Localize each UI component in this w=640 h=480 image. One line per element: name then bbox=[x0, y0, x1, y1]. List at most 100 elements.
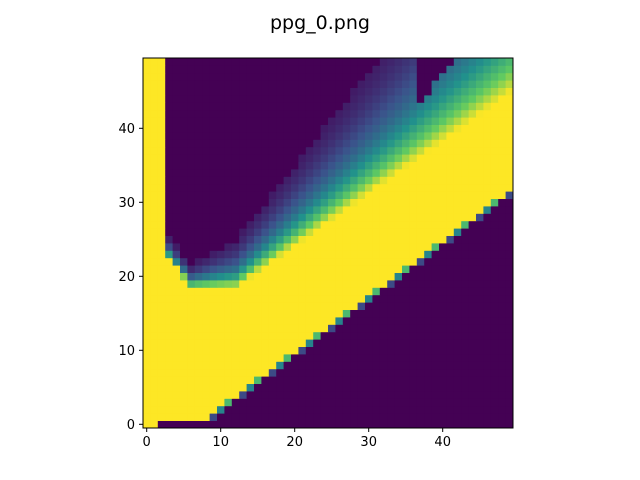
heatmap-cell bbox=[239, 361, 247, 370]
heatmap-cell bbox=[172, 265, 181, 273]
heatmap-cell bbox=[372, 413, 381, 421]
heatmap-cell bbox=[490, 139, 499, 148]
heatmap-cell bbox=[439, 87, 447, 96]
heatmap-cell bbox=[157, 176, 166, 185]
heatmap-cell bbox=[394, 102, 403, 111]
heatmap-cell bbox=[320, 58, 329, 66]
heatmap-cell bbox=[172, 58, 181, 66]
heatmap-cell bbox=[342, 161, 351, 170]
heatmap-cell bbox=[276, 139, 284, 148]
heatmap-cell bbox=[483, 139, 492, 148]
heatmap-cell bbox=[224, 361, 233, 370]
heatmap-cell bbox=[439, 309, 447, 318]
x-tick-label: 10 bbox=[212, 435, 229, 450]
heatmap-cell bbox=[483, 183, 492, 192]
heatmap-cell bbox=[313, 65, 321, 74]
heatmap-cell bbox=[239, 287, 247, 296]
heatmap-cell bbox=[505, 146, 514, 155]
heatmap-cell bbox=[357, 376, 366, 384]
heatmap-cell bbox=[446, 102, 455, 111]
heatmap-cell bbox=[372, 257, 381, 266]
heatmap-cell bbox=[490, 154, 499, 162]
heatmap-cell bbox=[468, 183, 477, 192]
heatmap-cell bbox=[424, 95, 432, 103]
heatmap-cell bbox=[342, 87, 351, 96]
heatmap-cell bbox=[439, 146, 447, 155]
heatmap-cell bbox=[328, 294, 336, 303]
heatmap-cell bbox=[505, 109, 514, 118]
heatmap-cell bbox=[172, 376, 181, 384]
heatmap-cell bbox=[394, 265, 403, 273]
heatmap-cell bbox=[365, 368, 373, 377]
heatmap-cell bbox=[350, 198, 358, 207]
heatmap-cell bbox=[209, 198, 218, 207]
heatmap-cell bbox=[313, 139, 321, 148]
heatmap-cell bbox=[143, 398, 151, 407]
heatmap-cell bbox=[357, 257, 366, 266]
heatmap-cell bbox=[476, 272, 484, 281]
heatmap-cell bbox=[298, 368, 307, 377]
heatmap-cell bbox=[446, 243, 455, 251]
heatmap-cell bbox=[476, 87, 484, 96]
heatmap-cell bbox=[394, 280, 403, 288]
heatmap-cell bbox=[202, 176, 210, 185]
heatmap-cell bbox=[365, 309, 373, 318]
heatmap-cell bbox=[453, 339, 462, 347]
heatmap-cell bbox=[446, 183, 455, 192]
heatmap-cell bbox=[402, 405, 410, 414]
heatmap-cell bbox=[283, 206, 292, 214]
heatmap-cell bbox=[305, 213, 314, 222]
heatmap-cell bbox=[365, 72, 373, 81]
heatmap-cell bbox=[490, 176, 499, 185]
heatmap-cell bbox=[231, 398, 240, 407]
heatmap-cell bbox=[320, 294, 329, 303]
heatmap-cell bbox=[261, 368, 270, 377]
heatmap-cell bbox=[143, 391, 151, 399]
heatmap-cell bbox=[402, 72, 410, 81]
heatmap-cell bbox=[224, 102, 233, 111]
heatmap-cell bbox=[453, 368, 462, 377]
heatmap-cell bbox=[224, 376, 233, 384]
heatmap-cell bbox=[320, 117, 329, 125]
heatmap-cell bbox=[246, 58, 255, 66]
heatmap-cell bbox=[291, 183, 299, 192]
heatmap-cell bbox=[261, 331, 270, 340]
heatmap-cell bbox=[261, 176, 270, 185]
heatmap-cell bbox=[335, 191, 344, 199]
heatmap-cell bbox=[387, 102, 395, 111]
heatmap-cell bbox=[365, 383, 373, 392]
heatmap-cell bbox=[194, 257, 203, 266]
heatmap-cell bbox=[461, 324, 469, 333]
heatmap-cell bbox=[453, 117, 462, 125]
heatmap-cell bbox=[468, 102, 477, 111]
heatmap-cell bbox=[217, 139, 225, 148]
heatmap-cell bbox=[202, 302, 210, 310]
heatmap-cell bbox=[431, 95, 440, 103]
heatmap-cell bbox=[402, 280, 410, 288]
heatmap-cell bbox=[165, 95, 173, 103]
heatmap-cell bbox=[498, 354, 506, 362]
heatmap-cell bbox=[246, 243, 255, 251]
heatmap-cell bbox=[416, 109, 425, 118]
heatmap-cell bbox=[342, 235, 351, 244]
heatmap-cell bbox=[239, 257, 247, 266]
heatmap-cell bbox=[143, 124, 151, 133]
heatmap-cell bbox=[439, 368, 447, 377]
heatmap-cell bbox=[305, 391, 314, 399]
heatmap-cell bbox=[505, 220, 514, 229]
heatmap-cell bbox=[379, 139, 388, 148]
heatmap-cell bbox=[387, 176, 395, 185]
heatmap-cell bbox=[439, 420, 447, 429]
heatmap-cell bbox=[305, 220, 314, 229]
heatmap-cell bbox=[313, 132, 321, 140]
heatmap-cell bbox=[372, 198, 381, 207]
heatmap-cell bbox=[187, 324, 196, 333]
heatmap-cell bbox=[150, 398, 159, 407]
heatmap-cell bbox=[350, 420, 358, 429]
heatmap-cell bbox=[291, 109, 299, 118]
heatmap-cell bbox=[498, 213, 506, 222]
heatmap-cell bbox=[446, 228, 455, 236]
heatmap-cell bbox=[157, 235, 166, 244]
heatmap-cell bbox=[379, 420, 388, 429]
heatmap-cell bbox=[194, 109, 203, 118]
